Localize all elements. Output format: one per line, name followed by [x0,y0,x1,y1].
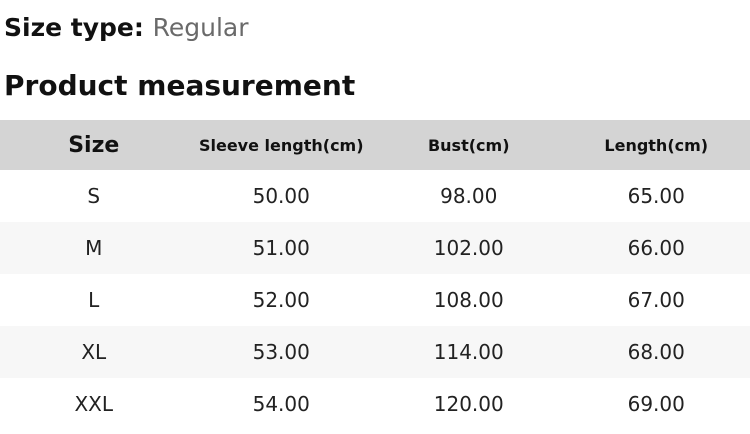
table-row: S 50.00 98.00 65.00 [0,170,750,222]
column-header-sleeve-length: Sleeve length(cm) [198,135,364,155]
bust-cell: 102.00 [433,236,504,260]
table-row: L 52.00 108.00 67.00 [0,274,750,326]
column-header-bust: Bust(cm) [427,135,510,155]
bust-cell: 120.00 [433,392,504,416]
table-row: XXL 54.00 120.00 69.00 [0,378,750,430]
sleeve-cell: 50.00 [252,184,310,208]
length-cell: 66.00 [627,236,685,260]
sleeve-cell: 53.00 [252,340,310,364]
sleeve-cell: 52.00 [252,288,310,312]
table-header-row: Size Sleeve length(cm) Bust(cm) Length(c… [0,120,750,170]
measurement-table: Size Sleeve length(cm) Bust(cm) Length(c… [0,120,750,430]
table-row: XL 53.00 114.00 68.00 [0,326,750,378]
table-row: M 51.00 102.00 66.00 [0,222,750,274]
column-header-length: Length(cm) [604,135,709,155]
length-cell: 68.00 [627,340,685,364]
size-cell: XXL [74,392,114,416]
bust-cell: 108.00 [433,288,504,312]
product-measurement-title: Product measurement [4,69,356,102]
size-type-value: Regular [152,13,249,42]
sleeve-cell: 51.00 [252,236,310,260]
size-type-line: Size type: Regular [4,12,750,44]
length-cell: 69.00 [627,392,685,416]
length-cell: 67.00 [627,288,685,312]
size-cell: M [85,236,103,260]
length-cell: 65.00 [627,184,685,208]
bust-cell: 98.00 [440,184,498,208]
size-type-label: Size type: [4,13,144,42]
size-cell: S [87,184,101,208]
size-cell: XL [81,340,107,364]
sleeve-cell: 54.00 [252,392,310,416]
column-header-size: Size [68,132,120,158]
bust-cell: 114.00 [433,340,504,364]
size-cell: L [88,288,100,312]
